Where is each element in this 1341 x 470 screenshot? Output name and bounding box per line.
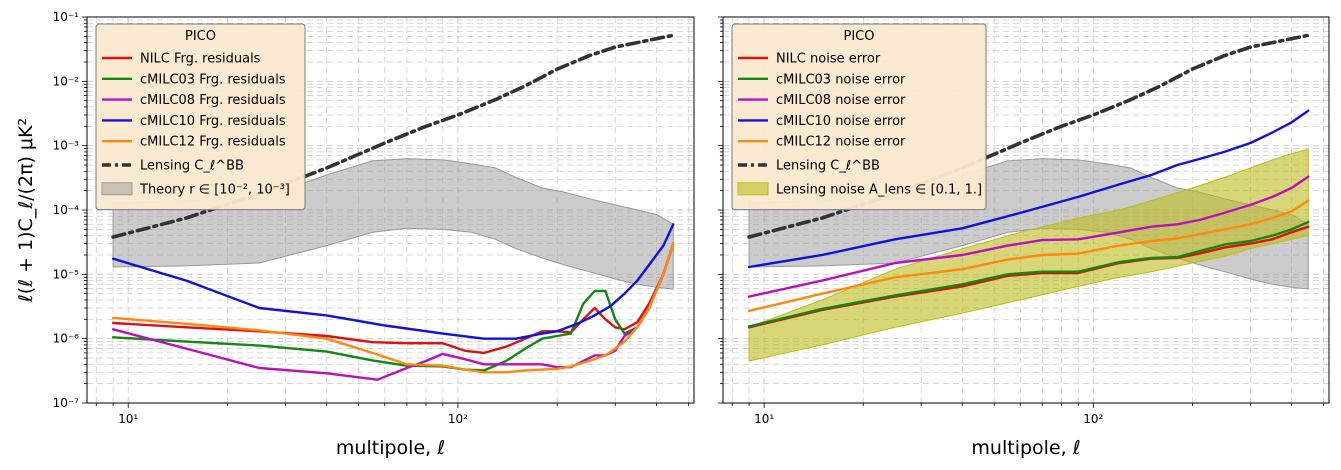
legend-label: cMILC08 noise error xyxy=(776,93,906,108)
legend-label: cMILC03 noise error xyxy=(776,72,906,87)
legend: PICO NILC Frg. residuals cMILC03 Frg. resi… xyxy=(95,23,306,211)
y-axis-label: ℓ(ℓ + 1)C_ℓ/(2π) μK² xyxy=(15,118,37,303)
legend-label: cMILC12 Frg. residuals xyxy=(140,135,286,150)
legend-title: PICO xyxy=(185,29,216,44)
series-line-nilc-frg-residuals xyxy=(111,242,675,355)
series-line-cmilc03-noise-error xyxy=(747,220,1310,328)
data-layer xyxy=(747,33,1311,362)
legend-label: Theory r ∈ [10⁻², 10⁻³] xyxy=(139,182,290,197)
y-tick-label: 10⁻⁵ xyxy=(53,267,80,281)
legend-title: PICO xyxy=(844,29,875,44)
legend-label: cMILC08 Frg. residuals xyxy=(140,93,286,108)
x-axis-label: multipole, ℓ xyxy=(336,437,445,459)
x-tick-label: 10¹ xyxy=(118,412,138,426)
legend-swatch xyxy=(737,182,769,196)
legend-box xyxy=(95,23,306,211)
ticks: 10¹ 10² 10⁻⁷ 10⁻⁶ 10⁻⁵ 10⁻⁴ 10⁻³ 10⁻² 10⁻¹ xyxy=(53,10,689,426)
panel-left: 10¹ 10² 10⁻⁷ 10⁻⁶ 10⁻⁵ 10⁻⁴ 10⁻³ 10⁻² 10⁻¹ multi… xyxy=(53,10,695,459)
x-tick-label: 10² xyxy=(448,412,468,426)
series-line-cmilc12-noise-error xyxy=(747,199,1310,313)
band-lensing-noise-a-lens-0-1-1 xyxy=(748,148,1309,362)
legend-label: cMILC03 Frg. residuals xyxy=(140,72,286,87)
x-tick-label: 10² xyxy=(1083,412,1103,426)
legend-label: cMILC10 Frg. residuals xyxy=(140,114,286,129)
band-theory-r-10-10 xyxy=(112,158,674,290)
y-tick-label: 10⁻¹ xyxy=(53,10,80,24)
series-line-cmilc08-noise-error xyxy=(747,175,1310,298)
series-line-cmilc08-frg-residuals xyxy=(111,242,675,381)
x-tick-label: 10¹ xyxy=(754,412,774,426)
legend-box xyxy=(731,23,987,211)
series-line-cmilc12-frg-residuals xyxy=(111,242,675,374)
x-axis-label: multipole, ℓ xyxy=(971,437,1080,459)
series-line-cmilc10-frg-residuals xyxy=(111,223,675,340)
y-tick-label: 10⁻³ xyxy=(53,139,80,153)
legend-label: cMILC10 noise error xyxy=(776,114,906,129)
legend: PICO NILC noise error cMILC03 noise error c… xyxy=(731,23,987,211)
y-tick-label: 10⁻⁴ xyxy=(53,203,80,217)
ticks: 10¹ 10² xyxy=(718,16,1324,426)
legend-label: NILC Frg. residuals xyxy=(140,52,261,67)
legend-swatch xyxy=(101,182,133,196)
legend-label: Lensing C_ℓ^BB xyxy=(140,159,244,174)
legend-label: Lensing noise A_lens ∈ [0.1, 1.] xyxy=(776,182,982,197)
series-line-cmilc10-noise-error xyxy=(747,109,1310,269)
series-line-cmilc03-frg-residuals xyxy=(111,242,675,372)
panel-right: 10¹ 10² multipole, ℓ PICO NILC noise error… xyxy=(718,16,1330,459)
y-tick-label: 10⁻⁶ xyxy=(53,332,80,346)
y-tick-label: 10⁻² xyxy=(53,74,80,88)
y-tick-label: 10⁻⁷ xyxy=(53,396,80,410)
legend-label: cMILC12 noise error xyxy=(776,135,906,150)
legend-label: Lensing C_ℓ^BB xyxy=(776,159,880,174)
legend-label: NILC noise error xyxy=(776,52,881,67)
